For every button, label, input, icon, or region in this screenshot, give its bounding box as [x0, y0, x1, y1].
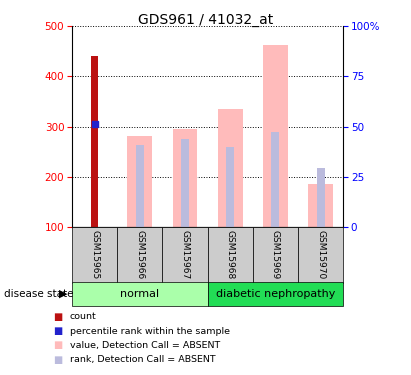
Bar — [316, 168, 325, 227]
Text: GSM15969: GSM15969 — [271, 230, 280, 280]
Bar — [127, 136, 152, 227]
Bar — [263, 45, 288, 227]
Bar — [181, 139, 189, 227]
Text: GSM15968: GSM15968 — [226, 230, 235, 280]
Text: GDS961 / 41032_at: GDS961 / 41032_at — [138, 13, 273, 27]
Bar — [208, 227, 253, 283]
Bar — [271, 132, 279, 227]
Bar — [117, 227, 162, 283]
Bar — [208, 282, 343, 306]
Bar — [162, 227, 208, 283]
Bar — [308, 184, 333, 227]
Text: GSM15970: GSM15970 — [316, 230, 325, 280]
Text: normal: normal — [120, 289, 159, 299]
Bar — [72, 227, 117, 283]
Bar — [91, 56, 98, 227]
Bar — [72, 282, 208, 306]
Bar — [298, 227, 343, 283]
Text: disease state: disease state — [4, 289, 74, 299]
Text: ■: ■ — [53, 340, 63, 350]
Text: ■: ■ — [53, 312, 63, 322]
Text: ■: ■ — [53, 326, 63, 336]
Bar — [173, 129, 197, 227]
Text: rank, Detection Call = ABSENT: rank, Detection Call = ABSENT — [70, 355, 215, 364]
Text: ▶: ▶ — [60, 289, 68, 299]
Bar — [136, 145, 144, 227]
Bar — [218, 108, 242, 227]
Text: ■: ■ — [53, 355, 63, 364]
Text: diabetic nephropathy: diabetic nephropathy — [216, 289, 335, 299]
Text: percentile rank within the sample: percentile rank within the sample — [70, 327, 230, 336]
Text: count: count — [70, 312, 97, 321]
Text: GSM15967: GSM15967 — [180, 230, 189, 280]
Text: GSM15966: GSM15966 — [135, 230, 144, 280]
Bar — [253, 227, 298, 283]
Text: value, Detection Call = ABSENT: value, Detection Call = ABSENT — [70, 341, 220, 350]
Text: GSM15965: GSM15965 — [90, 230, 99, 280]
Bar — [226, 147, 234, 227]
